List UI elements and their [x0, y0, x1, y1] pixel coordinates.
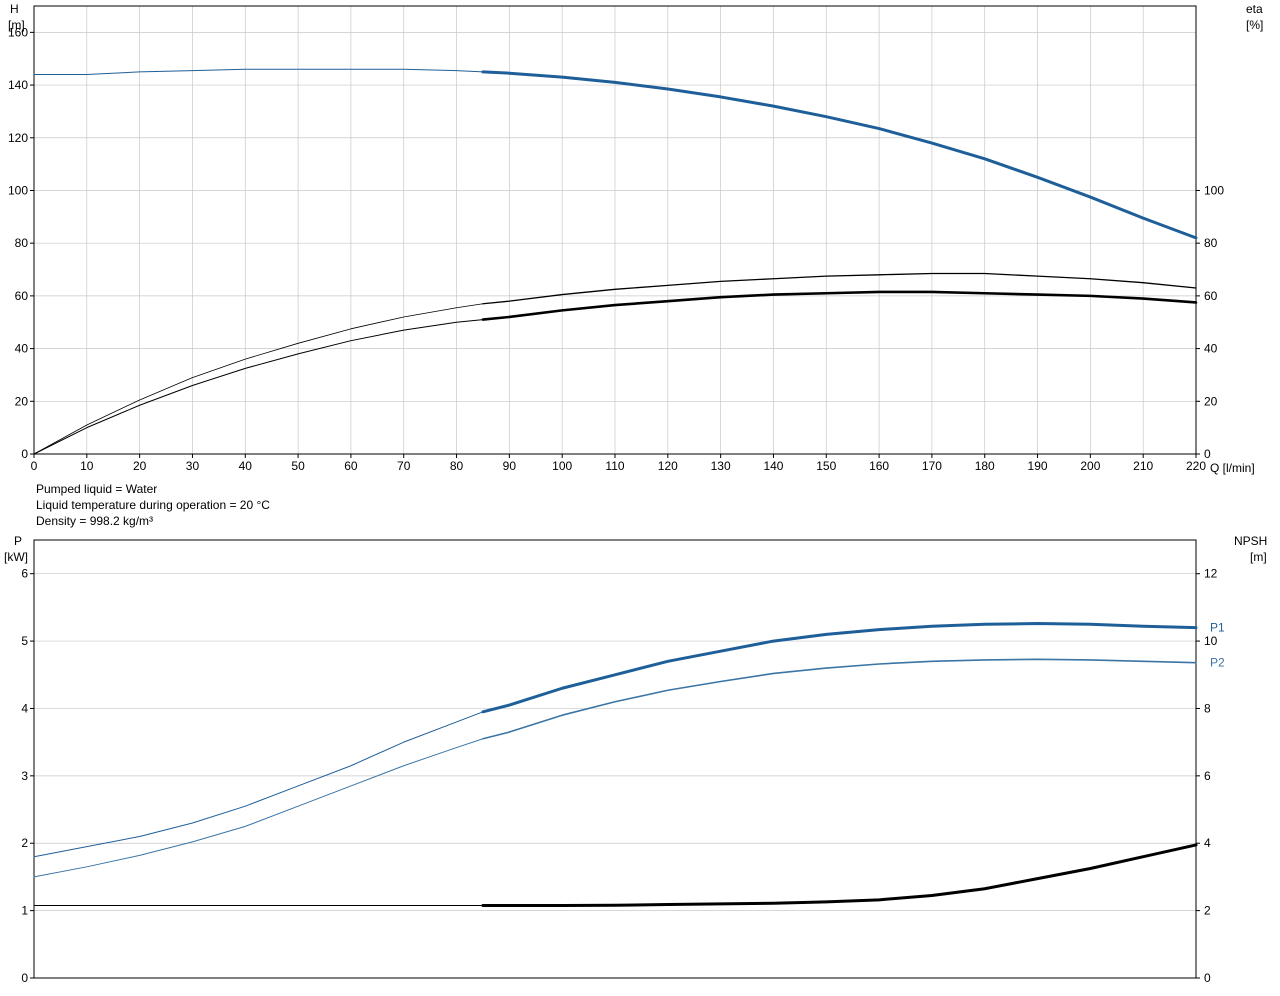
svg-text:0: 0: [21, 971, 28, 985]
c2-y-left-label-2: [kW]: [4, 550, 28, 564]
svg-text:10: 10: [1204, 634, 1218, 648]
svg-text:4: 4: [1204, 836, 1211, 850]
c2-y-right-label-2: [m]: [1250, 550, 1267, 564]
svg-text:1: 1: [21, 904, 28, 918]
svg-text:6: 6: [21, 567, 28, 581]
svg-text:0: 0: [1204, 971, 1211, 985]
power-npsh-chart: 0123456024681012P1P2: [0, 0, 1280, 996]
svg-text:5: 5: [21, 634, 28, 648]
svg-text:6: 6: [1204, 769, 1211, 783]
svg-text:3: 3: [21, 769, 28, 783]
svg-text:8: 8: [1204, 701, 1211, 715]
c2-y-left-label-1: P: [14, 534, 22, 548]
svg-text:12: 12: [1204, 567, 1218, 581]
series-label-p2: P2: [1210, 656, 1225, 670]
svg-text:2: 2: [21, 836, 28, 850]
c2-y-right-label-1: NPSH: [1234, 534, 1267, 548]
series-label-p1: P1: [1210, 621, 1225, 635]
svg-text:2: 2: [1204, 904, 1211, 918]
svg-text:4: 4: [21, 701, 28, 715]
